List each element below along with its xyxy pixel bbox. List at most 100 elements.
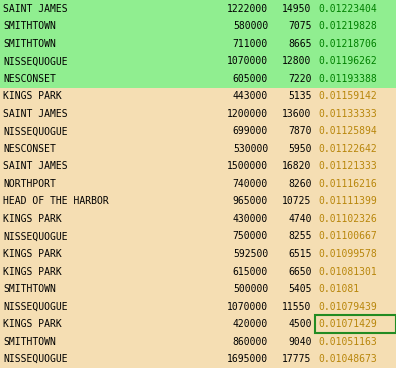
Text: NISSEQUOGUE: NISSEQUOGUE xyxy=(3,231,68,241)
Text: 430000: 430000 xyxy=(233,214,268,224)
Text: 0.01121333: 0.01121333 xyxy=(318,162,377,171)
Text: NISSEQUOGUE: NISSEQUOGUE xyxy=(3,354,68,364)
Bar xyxy=(0,123,396,140)
Text: 5135: 5135 xyxy=(288,91,312,101)
Text: 4500: 4500 xyxy=(288,319,312,329)
Bar xyxy=(0,175,396,193)
Bar xyxy=(0,280,396,298)
Text: 750000: 750000 xyxy=(233,231,268,241)
Text: 500000: 500000 xyxy=(233,284,268,294)
Text: KINGS PARK: KINGS PARK xyxy=(3,266,62,276)
Text: 8665: 8665 xyxy=(288,39,312,49)
Bar xyxy=(0,18,396,35)
Bar xyxy=(0,158,396,175)
Text: 7220: 7220 xyxy=(288,74,312,84)
Text: 0.01079439: 0.01079439 xyxy=(318,301,377,312)
Text: 0.01100667: 0.01100667 xyxy=(318,231,377,241)
Text: 1200000: 1200000 xyxy=(227,109,268,119)
Bar xyxy=(0,140,396,158)
Text: 615000: 615000 xyxy=(233,266,268,276)
Text: NISSEQUOGUE: NISSEQUOGUE xyxy=(3,301,68,312)
Text: 0.01223404: 0.01223404 xyxy=(318,4,377,14)
Text: 1070000: 1070000 xyxy=(227,56,268,66)
Text: NISSEQUOGUE: NISSEQUOGUE xyxy=(3,126,68,137)
Text: 5950: 5950 xyxy=(288,144,312,154)
Text: 8260: 8260 xyxy=(288,179,312,189)
Text: 0.01111399: 0.01111399 xyxy=(318,197,377,206)
Bar xyxy=(0,350,396,368)
Bar xyxy=(0,193,396,210)
Bar xyxy=(0,53,396,70)
Text: 17775: 17775 xyxy=(282,354,312,364)
Text: 860000: 860000 xyxy=(233,337,268,347)
Text: 0.01196262: 0.01196262 xyxy=(318,56,377,66)
Bar xyxy=(0,105,396,123)
Text: 1070000: 1070000 xyxy=(227,301,268,312)
Bar xyxy=(0,70,396,88)
Text: SAINT JAMES: SAINT JAMES xyxy=(3,4,68,14)
Text: 13600: 13600 xyxy=(282,109,312,119)
Text: 0.01102326: 0.01102326 xyxy=(318,214,377,224)
Text: SMITHTOWN: SMITHTOWN xyxy=(3,39,56,49)
Text: 605000: 605000 xyxy=(233,74,268,84)
Text: 592500: 592500 xyxy=(233,249,268,259)
Text: 0.01081: 0.01081 xyxy=(318,284,359,294)
Bar xyxy=(0,35,396,53)
Text: 9040: 9040 xyxy=(288,337,312,347)
Text: 0.01159142: 0.01159142 xyxy=(318,91,377,101)
Text: 7075: 7075 xyxy=(288,21,312,31)
Bar xyxy=(0,0,396,18)
Text: 0.01081301: 0.01081301 xyxy=(318,266,377,276)
Text: 711000: 711000 xyxy=(233,39,268,49)
Text: 1222000: 1222000 xyxy=(227,4,268,14)
Text: 420000: 420000 xyxy=(233,319,268,329)
Text: 580000: 580000 xyxy=(233,21,268,31)
Text: 740000: 740000 xyxy=(233,179,268,189)
Bar xyxy=(315,315,396,333)
Text: 10725: 10725 xyxy=(282,197,312,206)
Text: 0.01193388: 0.01193388 xyxy=(318,74,377,84)
Text: 7870: 7870 xyxy=(288,126,312,137)
Text: 5405: 5405 xyxy=(288,284,312,294)
Text: 0.01122642: 0.01122642 xyxy=(318,144,377,154)
Bar xyxy=(0,228,396,245)
Text: SMITHTOWN: SMITHTOWN xyxy=(3,21,56,31)
Text: 11550: 11550 xyxy=(282,301,312,312)
Text: NORTHPORT: NORTHPORT xyxy=(3,179,56,189)
Text: 0.01048673: 0.01048673 xyxy=(318,354,377,364)
Text: 0.01099578: 0.01099578 xyxy=(318,249,377,259)
Text: KINGS PARK: KINGS PARK xyxy=(3,91,62,101)
Bar xyxy=(0,245,396,263)
Text: 0.01218706: 0.01218706 xyxy=(318,39,377,49)
Text: KINGS PARK: KINGS PARK xyxy=(3,319,62,329)
Bar xyxy=(0,333,396,350)
Text: 12800: 12800 xyxy=(282,56,312,66)
Text: 4740: 4740 xyxy=(288,214,312,224)
Text: KINGS PARK: KINGS PARK xyxy=(3,249,62,259)
Bar xyxy=(0,315,396,333)
Bar xyxy=(0,210,396,228)
Text: SAINT JAMES: SAINT JAMES xyxy=(3,162,68,171)
Text: 0.01133333: 0.01133333 xyxy=(318,109,377,119)
Text: 965000: 965000 xyxy=(233,197,268,206)
Text: KINGS PARK: KINGS PARK xyxy=(3,214,62,224)
Text: 443000: 443000 xyxy=(233,91,268,101)
Text: 6515: 6515 xyxy=(288,249,312,259)
Text: 14950: 14950 xyxy=(282,4,312,14)
Bar xyxy=(0,298,396,315)
Text: 16820: 16820 xyxy=(282,162,312,171)
Text: 0.01051163: 0.01051163 xyxy=(318,337,377,347)
Text: 6650: 6650 xyxy=(288,266,312,276)
Bar xyxy=(0,263,396,280)
Text: 699000: 699000 xyxy=(233,126,268,137)
Text: 1500000: 1500000 xyxy=(227,162,268,171)
Text: NESCONSET: NESCONSET xyxy=(3,144,56,154)
Text: 530000: 530000 xyxy=(233,144,268,154)
Text: 0.01071429: 0.01071429 xyxy=(318,319,377,329)
Text: HEAD OF THE HARBOR: HEAD OF THE HARBOR xyxy=(3,197,109,206)
Text: 0.01125894: 0.01125894 xyxy=(318,126,377,137)
Text: SAINT JAMES: SAINT JAMES xyxy=(3,109,68,119)
Text: 1695000: 1695000 xyxy=(227,354,268,364)
Text: 0.01116216: 0.01116216 xyxy=(318,179,377,189)
Text: NISSEQUOGUE: NISSEQUOGUE xyxy=(3,56,68,66)
